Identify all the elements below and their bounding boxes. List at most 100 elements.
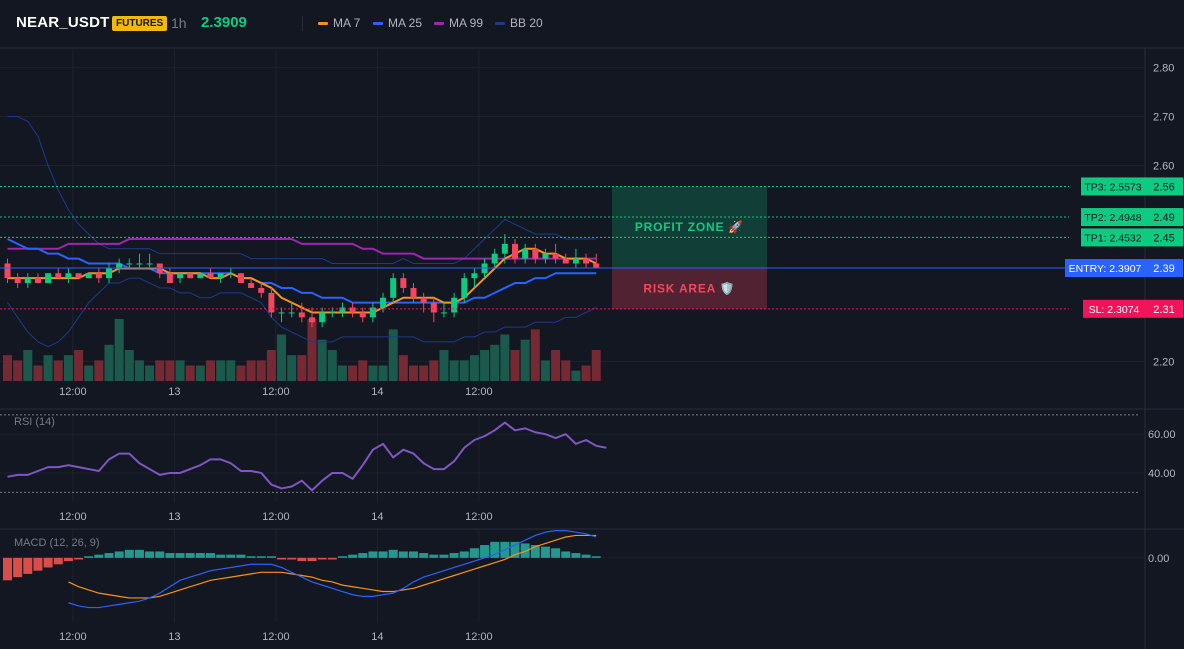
level-axis-tag-entry [1145,259,1183,278]
macd-histogram-bar [23,557,33,574]
candle-body [491,253,498,264]
volume-bar [571,370,581,381]
candle-body [349,307,356,313]
volume-bar [277,334,287,381]
candle-body [106,268,112,279]
volume-bar [134,360,144,381]
time-tick-label: 13 [168,631,180,643]
macd-histogram-bar [53,557,63,565]
volume-bar [53,360,63,381]
candle-body [562,258,569,264]
legend-bb20[interactable]: BB 20 [495,16,543,30]
volume-bar [469,355,479,381]
macd-histogram-bar [246,556,256,558]
volume-bar [43,355,53,381]
candle-body [136,263,143,265]
macd-histogram-bar [124,549,134,558]
candle-body [197,273,204,279]
volume-bar [500,334,510,381]
time-tick-label: 14 [371,386,383,398]
candle-body [4,263,11,279]
price-tick-label: 2.60 [1153,161,1174,173]
macd-histogram-bar [3,557,12,581]
macd-histogram-bar [206,553,215,558]
candle-body [288,312,295,314]
candle-body [166,273,173,284]
legend-ma7-label: MA 7 [333,16,361,30]
time-tick-label: 12:00 [465,511,493,523]
candle-body [126,263,133,265]
macd-histogram-bar [510,541,520,558]
candle-body [55,273,62,279]
timeframe-label[interactable]: 1h [171,15,187,31]
volume-bar [348,365,358,381]
volume-bar [439,350,449,381]
volume-bar [429,360,439,381]
macd-histogram-bar [256,556,266,558]
volume-bar [84,365,94,381]
candle-body [65,273,72,279]
macd-histogram-bar [94,554,104,558]
profit-zone [612,186,767,269]
macd-histogram-bar [469,548,479,558]
macd-histogram-bar [358,553,368,558]
legend-ma25[interactable]: MA 25 [373,16,422,30]
time-tick-label: 12:00 [59,386,87,398]
candle-body [583,258,590,264]
macd-histogram-bar [236,554,246,558]
rsi-line [7,421,607,492]
candle-body [237,273,244,284]
candle-body [309,317,315,323]
volume-bar [175,360,185,381]
candle-body [410,287,417,298]
risk-area-label: RISK AREA 🛡️ [643,281,735,295]
candle-body [75,273,82,279]
volume-bar [206,360,215,381]
macd-histogram-bar [43,557,53,568]
volume-bar [388,329,398,381]
macd-histogram-bar [216,554,226,558]
macd-histogram-bar [175,553,185,558]
level-tag-label: ENTRY: 2.3907 [1069,263,1142,275]
futures-badge: FUTURES [112,16,168,31]
macd-histogram-bar [368,551,378,558]
candle-body [359,312,366,318]
candle-body [116,263,123,269]
candle-body [512,243,518,259]
macd-histogram-bar [277,557,287,560]
level-axis-tag-tp1 [1145,228,1183,247]
macd-histogram-bar [520,543,530,558]
macd-histogram-bar [104,553,114,558]
macd-histogram-bar [581,554,591,558]
candle-body [319,312,326,323]
level-tag-tp3 [1081,177,1145,196]
level-axis-label: 2.31 [1153,304,1174,316]
volume-bar [124,350,134,381]
macd-histogram-bar [165,553,175,558]
level-tag-label: TP1: 2.4532 [1084,232,1141,244]
time-tick-label: 12:00 [262,511,290,523]
volume-bar [63,355,73,381]
level-tag-tp2 [1081,208,1145,227]
volume-bar [104,344,114,381]
candle-body [501,243,508,254]
macd-histogram-bar [114,551,124,558]
legend-ma99[interactable]: MA 99 [434,16,483,30]
volume-bar [520,339,530,381]
candle-body [572,258,579,264]
candle-body [329,312,336,314]
time-tick-label: 13 [168,511,180,523]
candle-body [420,297,427,303]
macd-histogram-bar [540,546,550,558]
volume-bar [23,350,33,381]
legend-ma7[interactable]: MA 7 [318,16,360,30]
legend-bb20-label: BB 20 [510,16,543,30]
volume-bar [551,350,561,381]
candle-body [380,297,387,308]
legend-ma25-label: MA 25 [388,16,423,30]
level-axis-tag-tp3 [1145,177,1183,196]
volume-bar [256,360,266,381]
candle-body [207,273,214,279]
symbol-name[interactable]: NEAR_USDT [16,14,110,31]
